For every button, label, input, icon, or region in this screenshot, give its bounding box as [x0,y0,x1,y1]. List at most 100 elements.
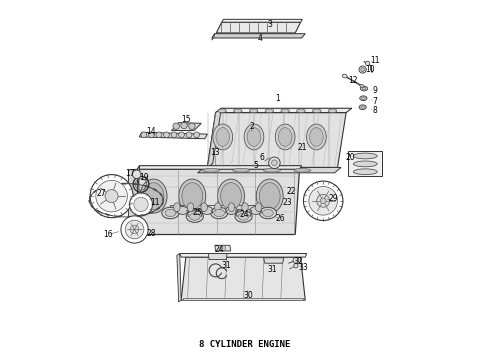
Polygon shape [133,169,299,234]
Circle shape [130,225,139,234]
Text: 13: 13 [210,148,220,157]
Polygon shape [181,257,305,300]
Polygon shape [215,245,231,251]
Polygon shape [216,22,300,33]
Text: 31: 31 [221,261,231,270]
Text: 8 CYLINDER ENGINE: 8 CYLINDER ENGINE [199,340,291,349]
Text: 17: 17 [125,169,134,178]
Ellipse shape [361,106,365,108]
Ellipse shape [265,109,274,113]
Ellipse shape [275,124,295,150]
Circle shape [105,190,118,203]
Text: 33: 33 [298,264,308,273]
Ellipse shape [328,109,337,113]
Circle shape [121,216,148,243]
Text: 7: 7 [372,96,377,105]
Polygon shape [207,113,346,167]
Circle shape [317,194,330,207]
Polygon shape [348,151,382,176]
Ellipse shape [281,109,290,113]
Ellipse shape [238,213,249,220]
Ellipse shape [140,179,167,213]
Ellipse shape [255,203,262,212]
Circle shape [294,264,298,268]
Text: 15: 15 [181,115,191,124]
Circle shape [366,61,370,66]
Circle shape [173,123,179,130]
Ellipse shape [173,203,180,212]
Circle shape [186,132,192,138]
Ellipse shape [296,109,305,113]
Circle shape [271,160,277,166]
Text: 11: 11 [370,57,380,66]
Circle shape [164,132,170,138]
Ellipse shape [278,128,292,146]
Polygon shape [212,34,215,40]
Text: 14: 14 [146,127,156,136]
Ellipse shape [233,168,250,172]
Ellipse shape [225,207,237,215]
Ellipse shape [263,168,280,172]
Polygon shape [133,166,140,234]
Text: 24: 24 [214,246,224,255]
Text: 27: 27 [96,189,106,198]
Ellipse shape [201,207,213,215]
Ellipse shape [360,85,364,87]
Ellipse shape [294,168,311,172]
Text: 31: 31 [267,265,277,274]
Polygon shape [264,258,284,263]
Polygon shape [177,253,181,302]
Ellipse shape [234,109,242,113]
Text: 12: 12 [348,76,357,85]
Ellipse shape [190,213,200,220]
Ellipse shape [342,74,347,78]
Text: 24: 24 [240,210,249,219]
Text: 21: 21 [297,143,307,152]
Ellipse shape [310,128,323,146]
Ellipse shape [162,207,179,219]
Text: 11: 11 [150,198,159,207]
Ellipse shape [235,211,252,222]
Ellipse shape [361,86,368,91]
Circle shape [90,175,133,218]
Circle shape [220,245,225,251]
Ellipse shape [362,97,365,99]
Polygon shape [128,169,137,234]
Ellipse shape [213,124,233,150]
Ellipse shape [353,169,377,175]
Circle shape [171,132,177,138]
Circle shape [141,132,147,138]
Polygon shape [197,167,341,173]
Polygon shape [183,298,303,300]
Ellipse shape [359,105,366,109]
Circle shape [132,170,141,179]
Ellipse shape [259,183,280,210]
Ellipse shape [186,211,203,222]
Circle shape [129,193,152,216]
Circle shape [179,132,184,138]
Circle shape [194,132,199,138]
Text: 29: 29 [328,194,338,203]
Ellipse shape [362,87,366,90]
Text: 16: 16 [103,230,113,239]
Ellipse shape [247,128,261,146]
Ellipse shape [244,124,264,150]
Circle shape [293,257,299,263]
Text: 19: 19 [139,173,148,182]
Ellipse shape [228,203,235,212]
Ellipse shape [143,183,164,210]
Circle shape [361,68,365,71]
Text: 26: 26 [275,214,285,223]
Circle shape [148,132,154,138]
Circle shape [181,122,187,129]
Polygon shape [137,166,302,169]
Ellipse shape [187,203,194,212]
Ellipse shape [249,109,258,113]
Text: 2: 2 [249,122,254,131]
Circle shape [320,198,326,204]
Circle shape [359,66,366,73]
Ellipse shape [220,183,242,210]
Ellipse shape [202,168,220,172]
Ellipse shape [250,207,262,215]
Ellipse shape [259,207,276,219]
